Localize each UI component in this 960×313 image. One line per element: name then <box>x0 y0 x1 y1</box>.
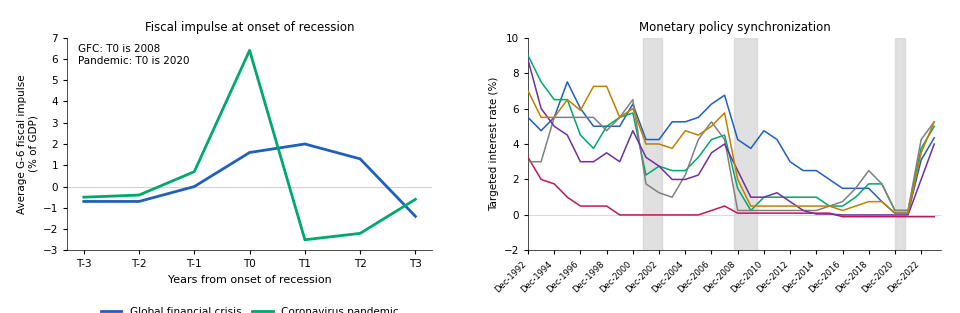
Title: Fiscal impulse at onset of recession: Fiscal impulse at onset of recession <box>145 21 354 33</box>
Y-axis label: Average G-6 fiscal impulse
(% of GDP): Average G-6 fiscal impulse (% of GDP) <box>17 74 38 214</box>
Bar <box>734 38 757 250</box>
Text: GFC: T0 is 2008
Pandemic: T0 is 2020: GFC: T0 is 2008 Pandemic: T0 is 2020 <box>78 44 190 65</box>
Title: Monetary policy synchronization: Monetary policy synchronization <box>638 21 830 33</box>
Y-axis label: Targeted interest rate (%): Targeted interest rate (%) <box>490 77 499 211</box>
Legend: Global financial crisis, Coronavirus pandemic: Global financial crisis, Coronavirus pan… <box>96 302 403 313</box>
Bar <box>642 38 662 250</box>
Bar <box>895 38 904 250</box>
X-axis label: Years from onset of recession: Years from onset of recession <box>168 275 331 285</box>
